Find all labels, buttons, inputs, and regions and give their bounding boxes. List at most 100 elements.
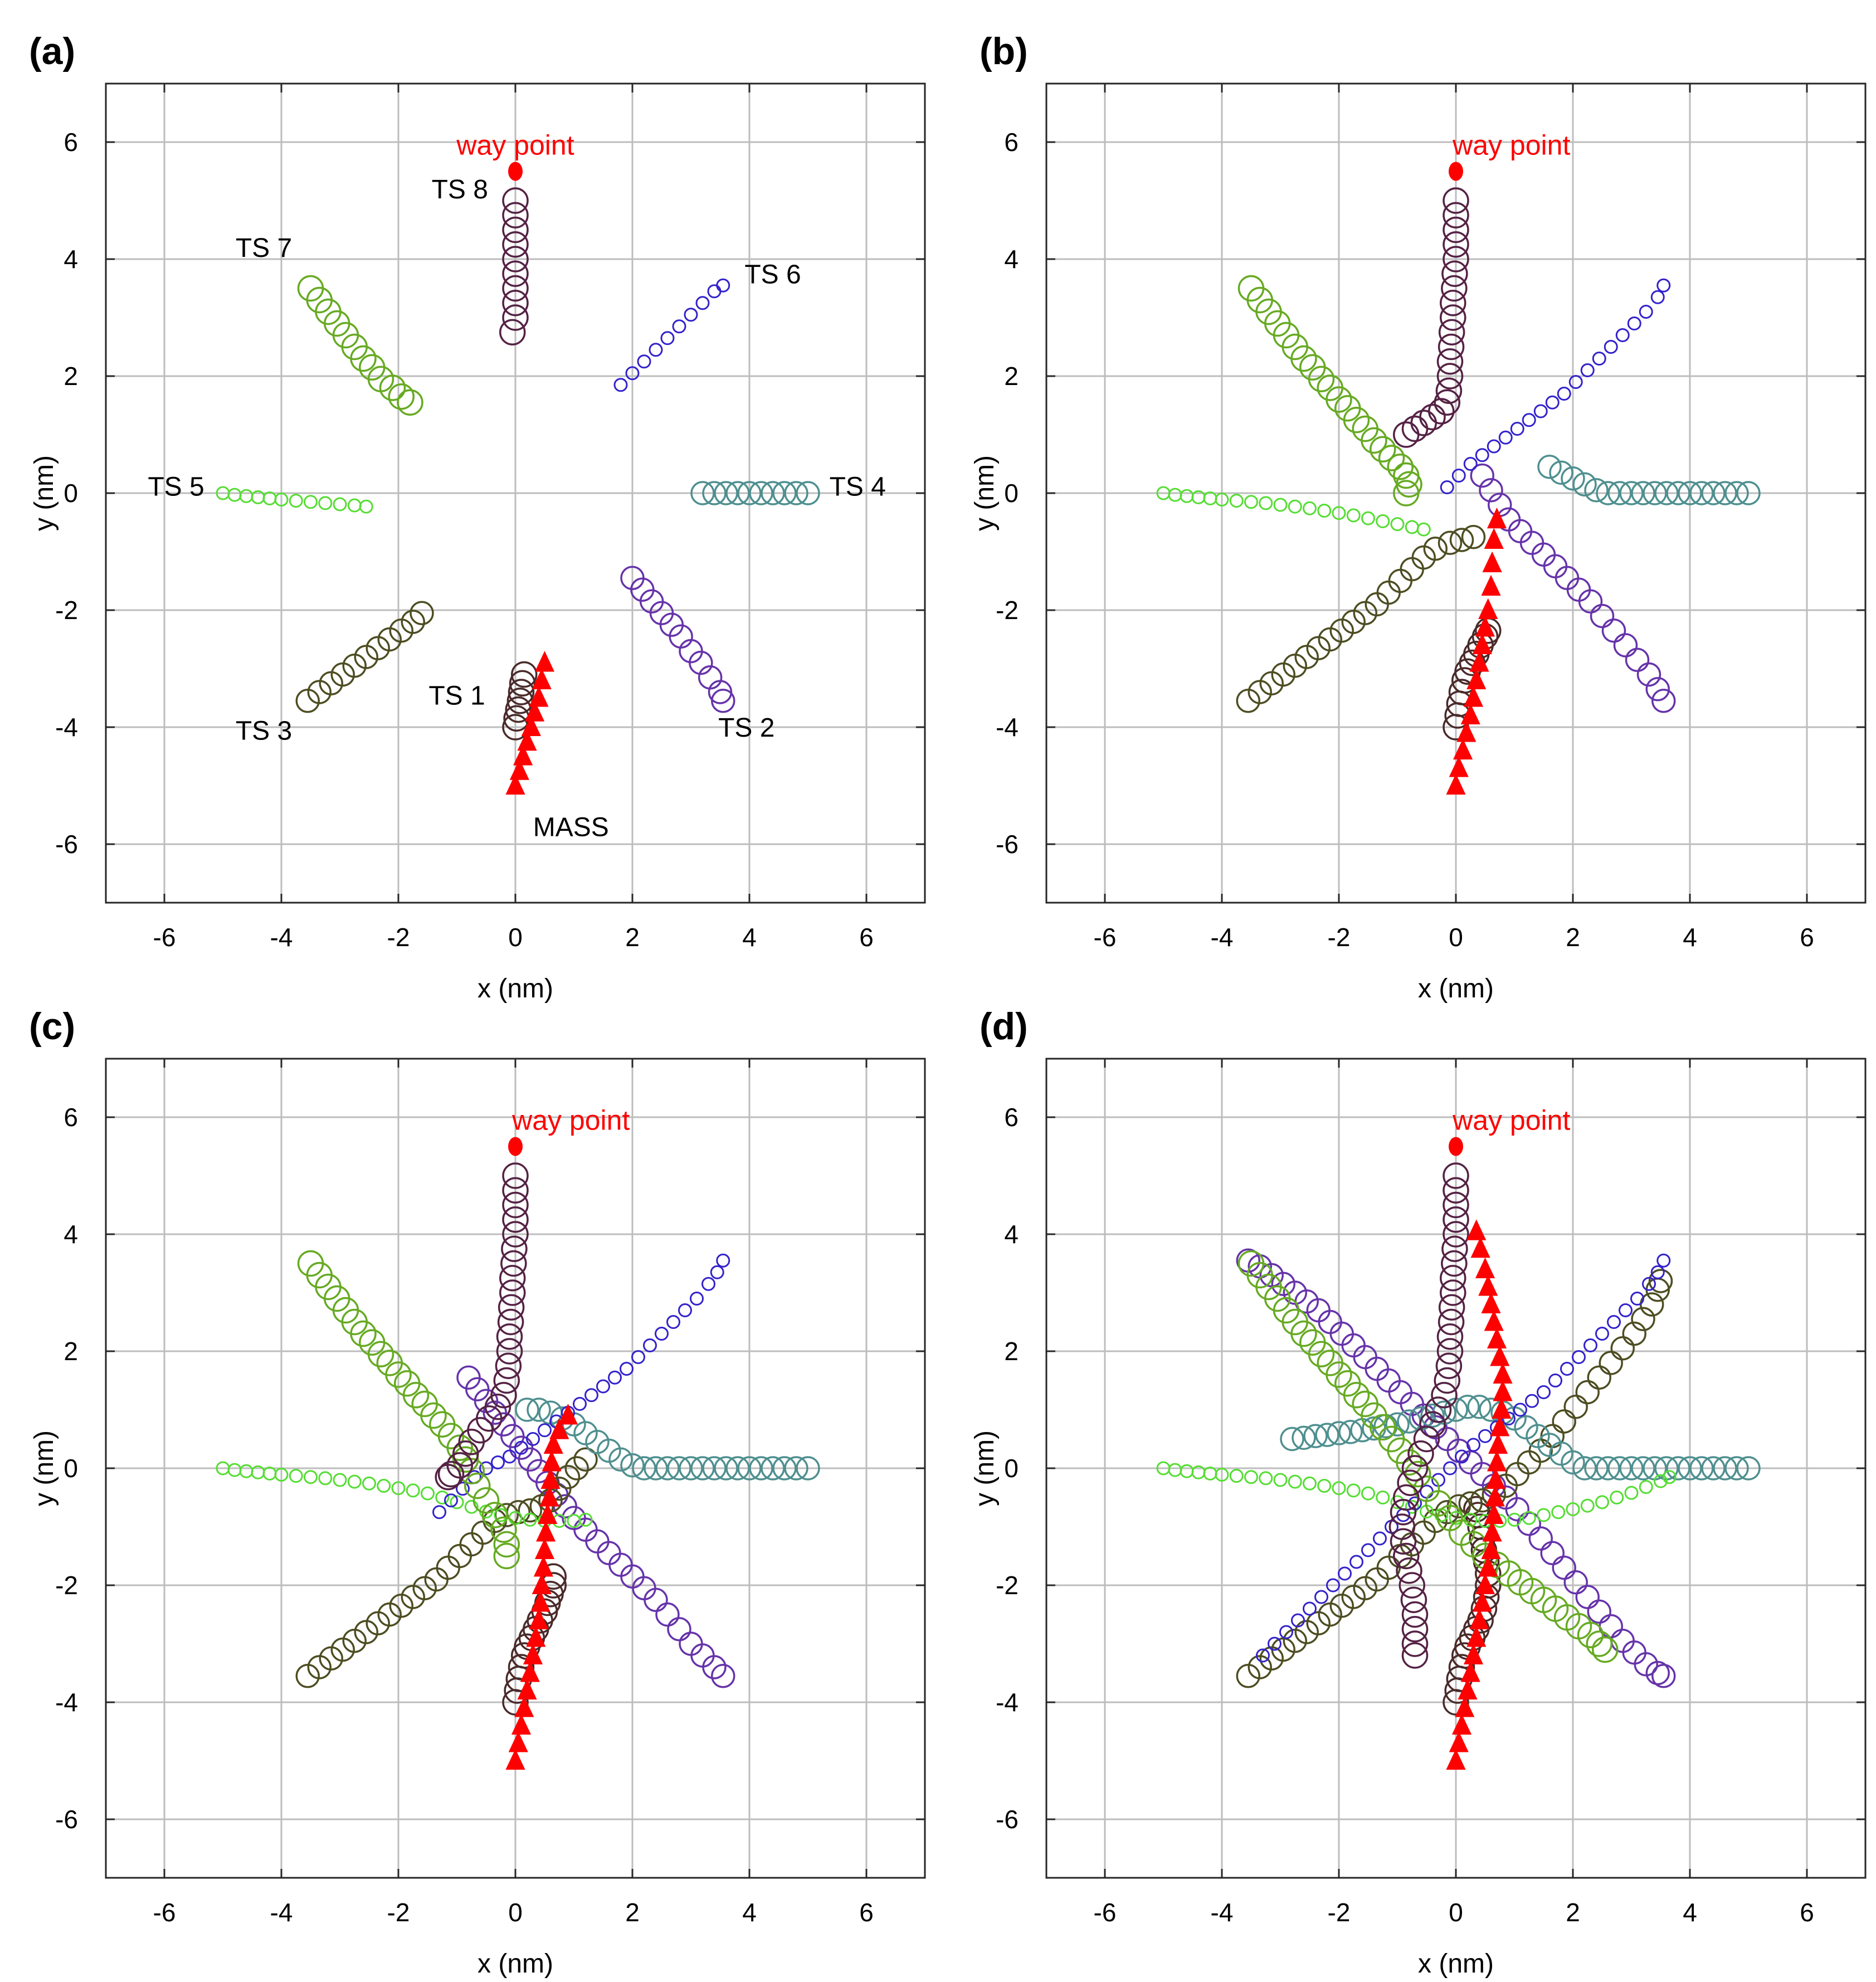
annotation-label: TS 8 (432, 175, 488, 204)
data-point (304, 495, 318, 509)
mass-point (558, 1404, 578, 1425)
mass-point (517, 729, 537, 751)
data-point (1438, 530, 1463, 555)
data-point (527, 1397, 551, 1422)
data-point (625, 366, 640, 381)
data-point (1449, 528, 1474, 552)
data-point (702, 1456, 727, 1481)
x-axis-title: x (nm) (1418, 974, 1494, 1004)
mass-point (1481, 574, 1501, 596)
data-point (711, 689, 735, 713)
series-mass (1446, 1219, 1513, 1770)
data-point (1466, 1438, 1480, 1452)
data-point (1508, 519, 1533, 543)
mass-point (1455, 1696, 1475, 1717)
data-point (796, 1456, 820, 1481)
data-point (1596, 481, 1620, 505)
data-point (1701, 1456, 1726, 1481)
data-point (479, 1461, 493, 1475)
series-ts-6 (613, 278, 730, 392)
x-tick-label: 4 (1683, 1898, 1697, 1927)
data-point (1650, 1265, 1665, 1279)
data-point (1575, 1380, 1600, 1405)
data-point (716, 278, 730, 293)
data-point (490, 1516, 517, 1543)
data-point (690, 481, 715, 505)
data-point (1448, 1654, 1475, 1681)
mass-point (1469, 1608, 1489, 1629)
data-point (749, 481, 773, 505)
data-point (1326, 1578, 1340, 1593)
data-point (608, 1370, 622, 1385)
data-point (518, 1498, 542, 1523)
data-point (495, 1352, 522, 1379)
mass-point (543, 1433, 563, 1454)
mass-point (1463, 1643, 1484, 1664)
mass-point (534, 651, 555, 672)
y-tick-label: 2 (64, 1337, 78, 1366)
y-axis-title: y (nm) (970, 1430, 1000, 1506)
way-point-marker (508, 162, 523, 181)
mass-point (1466, 1626, 1487, 1647)
data-point (1256, 1648, 1270, 1663)
data-point (1619, 481, 1644, 505)
data-point (367, 1341, 394, 1367)
data-point (1435, 377, 1463, 404)
data-point (497, 1308, 524, 1336)
data-point (1370, 436, 1396, 462)
data-point (1592, 352, 1606, 366)
mass-point (1475, 1573, 1495, 1594)
data-point (702, 481, 727, 505)
mass-point (529, 1608, 549, 1629)
data-point (459, 1532, 484, 1557)
data-point (1666, 481, 1690, 505)
mass-point (1470, 1236, 1490, 1258)
chart-panel: -6 -4 -2 0 2 4 6 -6 -4 -2 0 2 4 6 x (nm) y (nm) (a) way p… (29, 30, 926, 1004)
y-tick-label: 4 (1004, 1220, 1019, 1249)
data-point (388, 383, 415, 410)
data-point (456, 1482, 470, 1496)
x-tick-label: 4 (742, 1898, 757, 1927)
data-point (1566, 577, 1591, 602)
data-point (772, 481, 797, 505)
data-point (515, 1397, 539, 1422)
mass-point (533, 1556, 553, 1577)
data-point (1443, 231, 1469, 258)
data-point (444, 1493, 458, 1508)
data-point (491, 1455, 505, 1469)
annotation-label: way point (1452, 1104, 1570, 1136)
series-ts-5 (216, 1461, 593, 1528)
data-point (678, 1303, 692, 1317)
mass-point (1451, 1713, 1472, 1735)
x-tick-label: 4 (742, 923, 757, 952)
data-point (1407, 1440, 1434, 1467)
data-point (784, 481, 808, 505)
data-point (1604, 340, 1618, 354)
data-point (672, 319, 686, 334)
data-point (496, 1338, 523, 1365)
data-point (1724, 1456, 1749, 1481)
mass-point (1487, 1327, 1507, 1348)
mass-point (1482, 1521, 1502, 1542)
data-point (620, 1453, 645, 1478)
data-point (1401, 415, 1429, 442)
data-point (1393, 1542, 1420, 1570)
mass-point (514, 1696, 534, 1717)
data-point (761, 1456, 785, 1481)
data-point (655, 1602, 680, 1627)
data-point (1405, 1499, 1419, 1514)
data-point (1595, 1327, 1609, 1341)
mass-point (536, 1521, 556, 1542)
data-point (274, 1468, 289, 1482)
data-point (1455, 1449, 1469, 1464)
series-ts-7 (297, 275, 423, 416)
data-point (1587, 1599, 1611, 1624)
mass-point (1478, 1275, 1498, 1296)
annotation-label: way point (511, 1104, 630, 1136)
data-point (1678, 1456, 1702, 1481)
data-point (573, 1517, 598, 1542)
mass-point (532, 668, 552, 689)
series-ts-4 (690, 481, 820, 505)
data-point (350, 1320, 377, 1347)
